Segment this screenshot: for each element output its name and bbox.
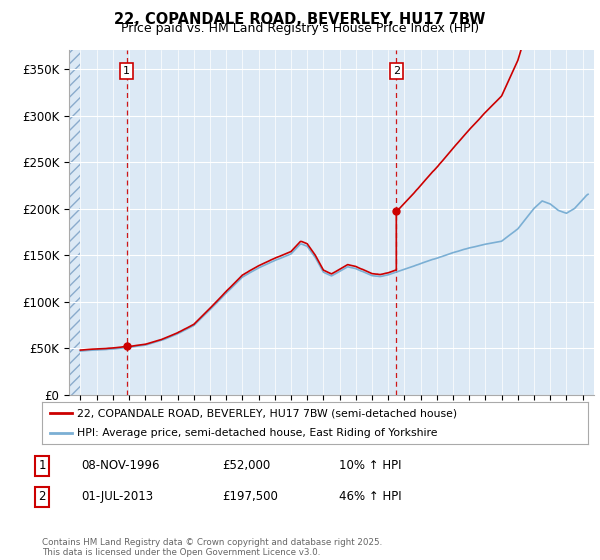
Text: 08-NOV-1996: 08-NOV-1996 (81, 459, 160, 473)
Text: 2: 2 (393, 66, 400, 76)
Text: 01-JUL-2013: 01-JUL-2013 (81, 490, 153, 503)
Text: 22, COPANDALE ROAD, BEVERLEY, HU17 7BW (semi-detached house): 22, COPANDALE ROAD, BEVERLEY, HU17 7BW (… (77, 408, 458, 418)
Text: 2: 2 (38, 490, 46, 503)
Text: HPI: Average price, semi-detached house, East Riding of Yorkshire: HPI: Average price, semi-detached house,… (77, 428, 438, 438)
Text: Price paid vs. HM Land Registry's House Price Index (HPI): Price paid vs. HM Land Registry's House … (121, 22, 479, 35)
Text: 46% ↑ HPI: 46% ↑ HPI (339, 490, 401, 503)
Text: 22, COPANDALE ROAD, BEVERLEY, HU17 7BW: 22, COPANDALE ROAD, BEVERLEY, HU17 7BW (115, 12, 485, 27)
Text: £197,500: £197,500 (222, 490, 278, 503)
Text: Contains HM Land Registry data © Crown copyright and database right 2025.
This d: Contains HM Land Registry data © Crown c… (42, 538, 382, 557)
Bar (69, 50, 80, 395)
Text: 10% ↑ HPI: 10% ↑ HPI (339, 459, 401, 473)
Text: £52,000: £52,000 (222, 459, 270, 473)
Text: 1: 1 (38, 459, 46, 473)
Text: 1: 1 (123, 66, 130, 76)
